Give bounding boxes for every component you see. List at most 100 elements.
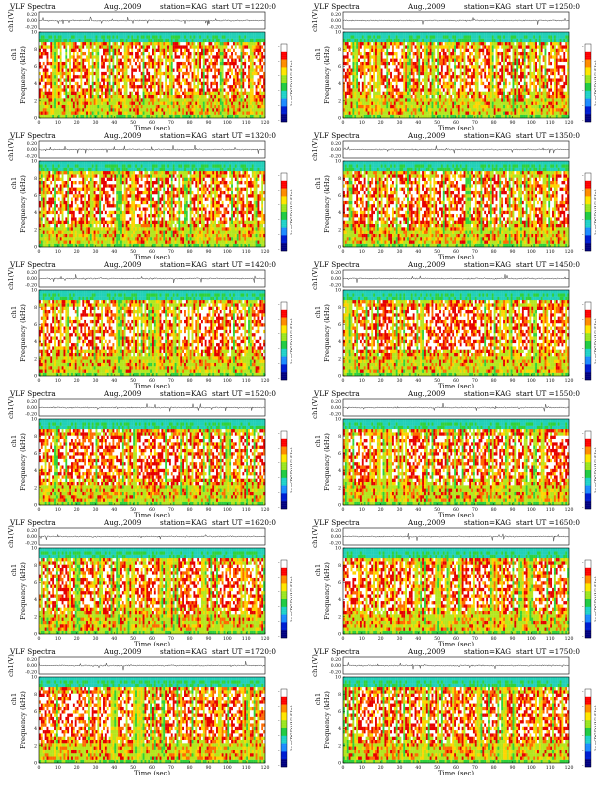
spectrogram-cell: [103, 111, 106, 115]
spectrogram-cell: [261, 48, 264, 52]
spectrogram-cell: [127, 84, 130, 89]
spectrogram-cell: [450, 41, 453, 46]
spectrogram-cell: [99, 101, 102, 105]
spectrogram-cell: [391, 94, 394, 99]
spectrogram-cell: [172, 58, 175, 62]
spectrogram-cell: [393, 38, 396, 43]
spectrogram-cell: [350, 104, 353, 109]
spectrogram-cell: [403, 71, 406, 76]
spectrogram-cell: [103, 88, 106, 92]
spectrogram-cell: [384, 88, 387, 92]
spectrogram-cell: [195, 84, 198, 89]
spectrogram-cell: [71, 101, 74, 105]
spectrogram-cell: [452, 32, 455, 36]
spectrogram-cell: [97, 94, 100, 99]
spectrogram-cell: [129, 32, 132, 36]
spectrogram-cell: [180, 35, 183, 39]
spectrogram-cell: [373, 41, 376, 46]
spectrogram-cell: [219, 114, 222, 119]
spectrogram-cell: [365, 98, 368, 102]
spectrogram-cell: [42, 81, 45, 86]
spectrogram-cell: [69, 45, 72, 49]
spectrogram-cell: [367, 55, 370, 59]
spectrogram-cell: [232, 81, 236, 86]
spectrogram-cell: [195, 108, 198, 112]
spectrogram-cell: [365, 45, 368, 49]
spectrogram-cell: [343, 75, 346, 79]
colorbar-segment: [281, 90, 287, 93]
spectrogram-cell: [97, 65, 100, 69]
spectrogram-cell: [358, 68, 361, 72]
spectrogram-cell: [91, 108, 94, 112]
x-tick-label: 60: [149, 120, 155, 126]
spectrogram-cell: [178, 81, 181, 86]
spectrogram-cell: [123, 98, 126, 102]
spectrogram-cell: [121, 41, 124, 46]
spectrogram-cell: [253, 75, 256, 79]
spectrogram-cell: [50, 48, 53, 52]
spectrogram-cell: [467, 88, 470, 92]
spectrogram-cell: [407, 38, 410, 43]
spectrogram-cell: [57, 55, 60, 59]
spectrogram-cell: [407, 91, 410, 95]
spectrogram-cell: [358, 61, 361, 66]
spectrogram-cell: [350, 68, 353, 72]
spectrogram-cell: [106, 32, 109, 36]
spectrogram-cell: [69, 58, 72, 62]
spectrogram-cell: [112, 32, 115, 36]
spectrogram-cell: [373, 58, 376, 62]
spectrogram-cell: [423, 114, 427, 119]
spectrogram-cell: [129, 94, 132, 99]
spectrogram-cell: [354, 65, 357, 69]
colorbar-segment: [281, 116, 287, 119]
spectrogram-cell: [410, 91, 413, 95]
spectrogram-cell: [135, 101, 138, 105]
spectrogram-cell: [197, 108, 200, 112]
spectrogram-cell: [174, 111, 177, 115]
spectrogram-cell: [407, 61, 410, 66]
colorbar-segment: [281, 100, 287, 103]
spectrogram-cell: [72, 91, 75, 95]
spectrogram-cell: [452, 111, 455, 115]
spectrogram-cell: [382, 61, 385, 66]
spectrogram-cell: [72, 71, 75, 76]
spectrogram-cell: [348, 114, 351, 119]
spectrogram-cell: [187, 65, 190, 69]
spectrogram-cell: [140, 32, 143, 36]
colorbar-frame: [280, 43, 288, 123]
spectrogram-cell: [454, 58, 457, 62]
colorbar-segment: [281, 63, 287, 66]
spectrogram-cell: [390, 45, 393, 49]
spectrogram-cell: [427, 104, 430, 109]
spectrogram-cell: [76, 84, 79, 89]
spectrogram-cell: [214, 81, 217, 86]
spectrogram-cell: [82, 51, 85, 56]
spectrogram-cell: [172, 84, 175, 89]
spectrogram-cell: [231, 101, 234, 105]
spectrogram-cell: [121, 75, 124, 79]
spectrogram-cell: [401, 98, 404, 102]
spectrogram-cell: [216, 61, 219, 66]
spectrogram-cell: [221, 108, 224, 112]
spectrogram-cell: [459, 58, 462, 62]
spectrogram-cell: [74, 81, 77, 86]
spectrogram-cell: [217, 94, 220, 99]
spectrogram-cell: [244, 78, 247, 82]
spectrogram-cell: [407, 104, 410, 109]
spectrogram-cell: [195, 78, 198, 82]
spectrogram-cell: [72, 94, 75, 99]
spectrogram-cell: [397, 88, 400, 92]
spectrogram-cell: [208, 32, 211, 36]
spectrogram-cell: [248, 88, 251, 92]
spectrogram-cell: [61, 45, 64, 49]
spectrogram-cell: [40, 51, 43, 56]
spectrogram-cell: [234, 94, 237, 99]
spectrogram-cell: [148, 91, 151, 95]
spectrogram-cell: [214, 51, 217, 56]
spectrogram-cell: [74, 38, 77, 43]
spectrogram-cell: [363, 114, 366, 119]
spectrogram-cell: [42, 98, 45, 102]
spectrogram-cell: [153, 84, 156, 89]
spectrogram-cell: [46, 58, 49, 62]
spectrogram-cell: [142, 55, 145, 59]
